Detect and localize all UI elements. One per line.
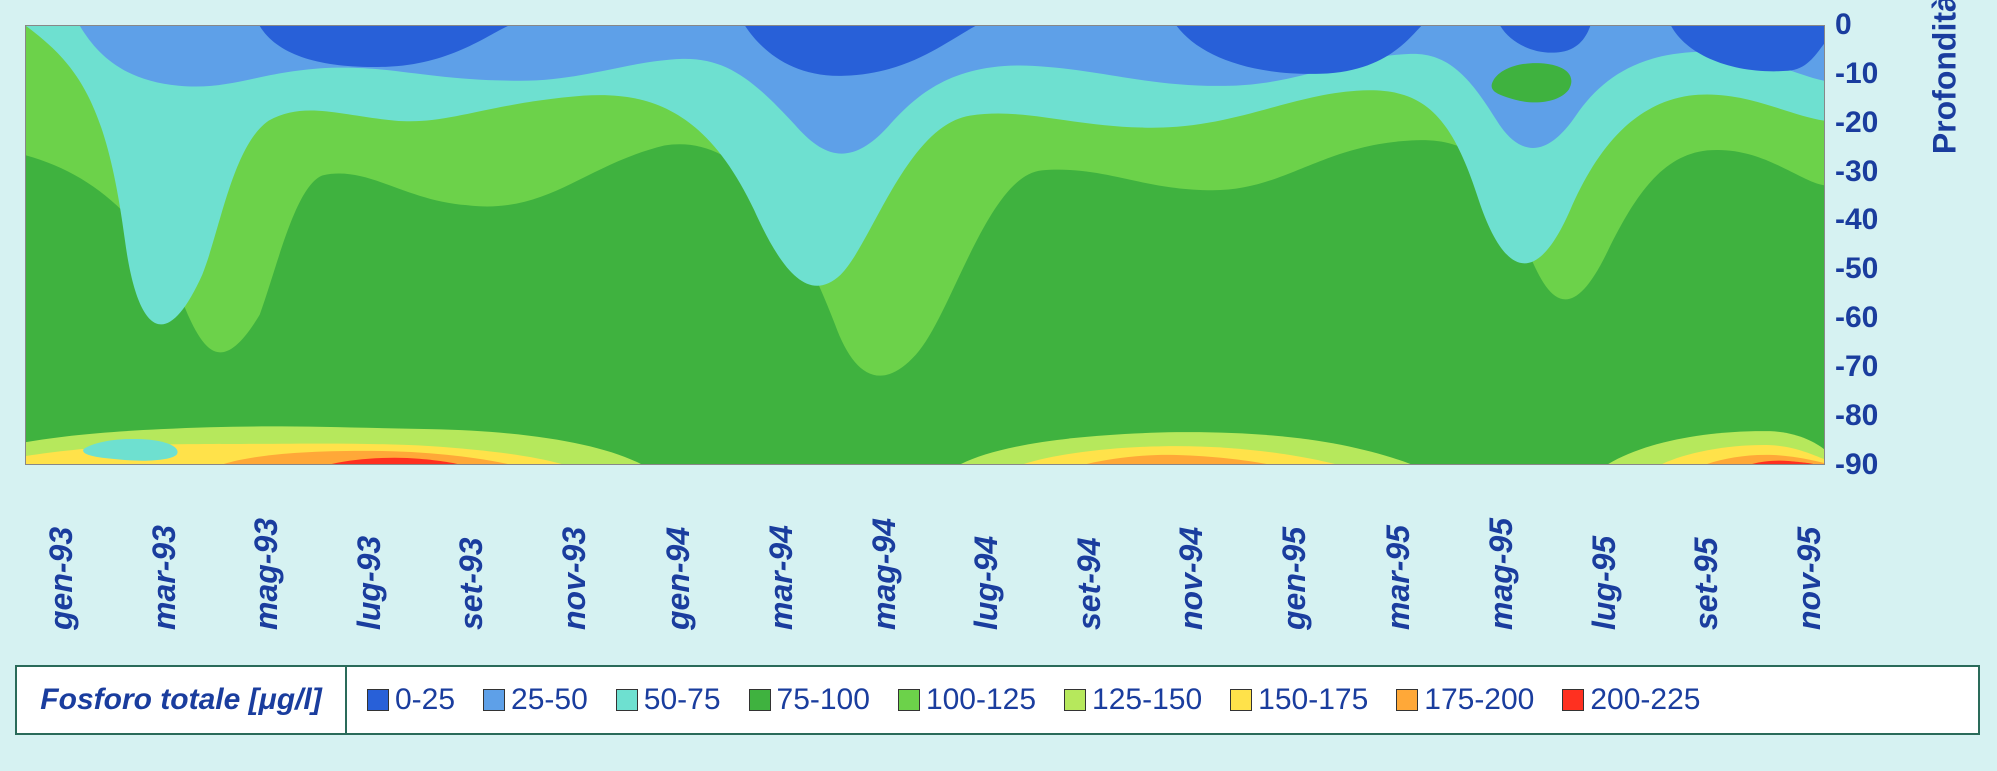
y-axis-label: Profondità [m] — [1927, 0, 1964, 154]
legend-swatch — [749, 689, 771, 711]
legend-item: 75-100 — [749, 683, 870, 717]
x-tick: mag-95 — [1483, 518, 1520, 630]
legend-swatch — [367, 689, 389, 711]
x-tick: set-93 — [453, 538, 490, 631]
legend-items: 0-25 25-50 50-75 75-100 100-125 125-150 150-17… — [347, 683, 1978, 717]
legend-swatch — [616, 689, 638, 711]
legend-item: 200-225 — [1562, 683, 1700, 717]
legend-swatch — [483, 689, 505, 711]
heatmap-svg — [26, 26, 1824, 464]
x-tick: set-94 — [1071, 538, 1108, 631]
heatmap-plot — [25, 25, 1825, 465]
x-tick: lug-95 — [1586, 536, 1623, 630]
y-tick: -90 — [1835, 448, 1878, 482]
x-tick: mag-93 — [248, 518, 285, 630]
legend-label: 175-200 — [1424, 683, 1534, 717]
legend-label: 200-225 — [1590, 683, 1700, 717]
legend-item: 25-50 — [483, 683, 588, 717]
x-axis-ticks: gen-93 mar-93 mag-93 lug-93 set-93 nov-93 gen-… — [25, 475, 1825, 655]
y-tick: -20 — [1835, 106, 1878, 140]
x-tick: lug-94 — [968, 536, 1005, 630]
legend-swatch — [1064, 689, 1086, 711]
legend-item: 50-75 — [616, 683, 721, 717]
legend-item: 175-200 — [1396, 683, 1534, 717]
legend-label: 75-100 — [777, 683, 870, 717]
legend-item: 150-175 — [1230, 683, 1368, 717]
legend-item: 100-125 — [898, 683, 1036, 717]
x-tick: gen-95 — [1276, 527, 1313, 630]
legend: Fosforo totale [μg/l] 0-25 25-50 50-75 75-1… — [15, 665, 1980, 735]
y-tick: -40 — [1835, 203, 1878, 237]
y-tick: -50 — [1835, 252, 1878, 286]
x-tick: gen-93 — [43, 527, 80, 630]
y-tick: 0 — [1835, 8, 1852, 42]
x-tick: mar-95 — [1380, 525, 1417, 630]
legend-label: 150-175 — [1258, 683, 1368, 717]
x-tick: lug-93 — [351, 536, 388, 630]
y-tick: -60 — [1835, 301, 1878, 335]
x-tick: nov-94 — [1173, 527, 1210, 630]
legend-item: 125-150 — [1064, 683, 1202, 717]
x-tick: mar-94 — [763, 525, 800, 630]
legend-title: Fosforo totale [μg/l] — [40, 683, 321, 717]
legend-title-cell: Fosforo totale [μg/l] — [17, 667, 347, 733]
y-tick: -80 — [1835, 399, 1878, 433]
legend-swatch — [1230, 689, 1252, 711]
legend-item: 0-25 — [367, 683, 455, 717]
x-tick: gen-94 — [660, 527, 697, 630]
y-tick: -10 — [1835, 57, 1878, 91]
legend-label: 100-125 — [926, 683, 1036, 717]
x-tick: nov-95 — [1791, 527, 1828, 630]
x-tick: mar-93 — [146, 525, 183, 630]
legend-label: 125-150 — [1092, 683, 1202, 717]
y-tick: -70 — [1835, 350, 1878, 384]
x-tick: mag-94 — [866, 518, 903, 630]
x-tick: nov-93 — [556, 527, 593, 630]
x-tick: set-95 — [1688, 538, 1725, 631]
legend-label: 0-25 — [395, 683, 455, 717]
legend-label: 50-75 — [644, 683, 721, 717]
legend-label: 25-50 — [511, 683, 588, 717]
legend-swatch — [898, 689, 920, 711]
legend-swatch — [1562, 689, 1584, 711]
y-tick: -30 — [1835, 155, 1878, 189]
legend-swatch — [1396, 689, 1418, 711]
